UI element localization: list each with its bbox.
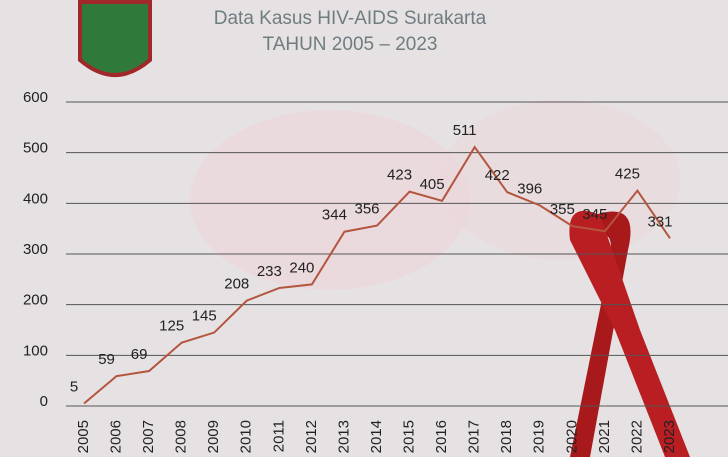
- data-label: 355: [550, 201, 575, 218]
- data-label: 240: [289, 259, 314, 276]
- y-tick-label: 500: [23, 140, 48, 157]
- data-label: 345: [582, 206, 607, 223]
- x-tick-label: 2008: [173, 420, 190, 453]
- x-tick-label: 2011: [270, 420, 287, 452]
- x-tick-label: 2009: [205, 420, 222, 453]
- data-label: 5: [70, 378, 78, 395]
- x-tick-label: 2023: [661, 420, 678, 453]
- data-label: 59: [98, 351, 115, 368]
- y-tick-label: 400: [23, 190, 48, 207]
- data-label: 422: [485, 167, 510, 184]
- data-line: [83, 145, 671, 405]
- data-label: 423: [387, 167, 412, 184]
- data-label: 125: [159, 318, 184, 335]
- x-tick-label: 2013: [335, 420, 352, 453]
- y-tick-label: 200: [23, 292, 48, 309]
- data-label: 233: [257, 263, 282, 280]
- y-tick-label: 0: [40, 393, 48, 410]
- x-tick-label: 2017: [466, 420, 483, 453]
- y-tick-label: 600: [23, 89, 48, 106]
- data-label: 396: [517, 180, 542, 197]
- x-tick-label: 2022: [628, 420, 645, 453]
- data-label: 145: [192, 308, 217, 325]
- data-label: 69: [131, 346, 148, 363]
- x-tick-label: 2014: [368, 420, 385, 453]
- data-label: 208: [224, 276, 249, 293]
- x-tick-label: 2006: [108, 420, 125, 453]
- x-tick-label: 2019: [531, 420, 548, 453]
- x-tick-label: 2021: [596, 420, 613, 453]
- y-tick-label: 100: [23, 342, 48, 359]
- data-label: 511: [453, 122, 477, 139]
- x-tick-label: 2018: [498, 420, 515, 453]
- data-label: 425: [615, 166, 640, 183]
- decoration: [78, 0, 690, 457]
- data-label: 331: [647, 213, 672, 230]
- chart-title: Data Kasus HIV-AIDS Surakarta TAHUN 2005…: [213, 8, 487, 55]
- x-tick-label: 2016: [433, 420, 450, 453]
- x-tick-label: 2020: [563, 420, 580, 453]
- y-tick-label: 300: [23, 241, 48, 258]
- x-tick-label: 2005: [75, 420, 92, 453]
- x-tick-label: 2007: [140, 420, 157, 453]
- x-tick-label: 2012: [303, 420, 320, 453]
- data-label: 405: [420, 176, 445, 193]
- data-label: 344: [322, 207, 347, 224]
- x-tick-label: 2010: [238, 420, 255, 453]
- x-tick-label: 2015: [401, 420, 418, 453]
- data-label: 356: [354, 201, 379, 218]
